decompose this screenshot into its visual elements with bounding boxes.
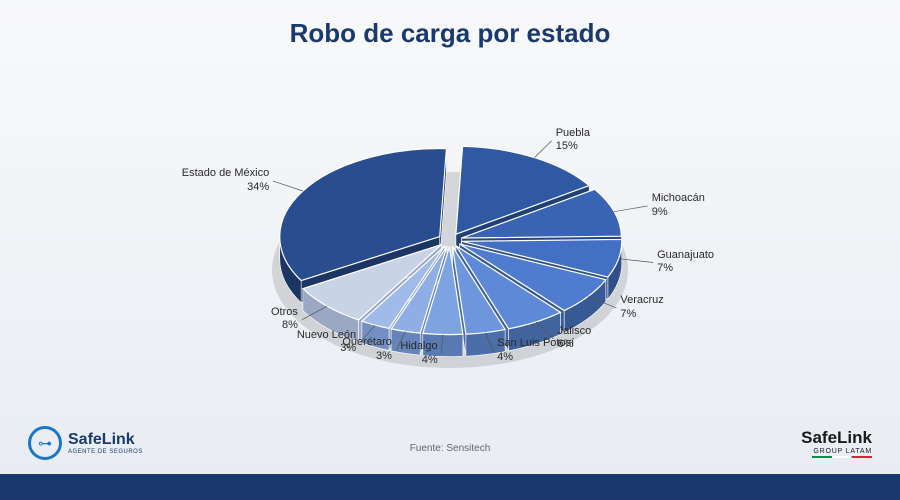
footer-bar [0,474,900,500]
logo-safelink-group: SafeLink GROUP LATAM [801,428,872,458]
logo-safelink-agente: ⊶ SafeLink AGENTE DE SEGUROS [28,426,143,460]
slice-label: Veracruz7% [620,294,663,322]
slice-label: Puebla15% [556,127,590,155]
slice-label: Hidalgo4% [400,340,437,368]
slice-label: San Luis Potosí4% [497,337,574,365]
slice-label: Nuevo León3% [297,329,356,357]
pie-chart-container: Estado de México34% Puebla15% Michoacán9% G… [0,70,900,430]
logo-left-sub: AGENTE DE SEGUROS [68,449,143,455]
slice-label: Guanajuato7% [657,249,714,277]
key-icon: ⊶ [28,426,62,460]
flag-underline-icon [812,456,872,458]
slice-label: Otros8% [271,306,298,334]
logo-left-main: SafeLink [68,431,143,449]
logo-right-main: SafeLink [801,428,872,448]
chart-title: Robo de carga por estado [0,0,900,49]
slice-label: Estado de México34% [182,167,269,195]
pie-chart-svg [170,80,730,420]
logo-right-sub: GROUP LATAM [801,448,872,455]
slice-label: Michoacán9% [652,192,705,220]
